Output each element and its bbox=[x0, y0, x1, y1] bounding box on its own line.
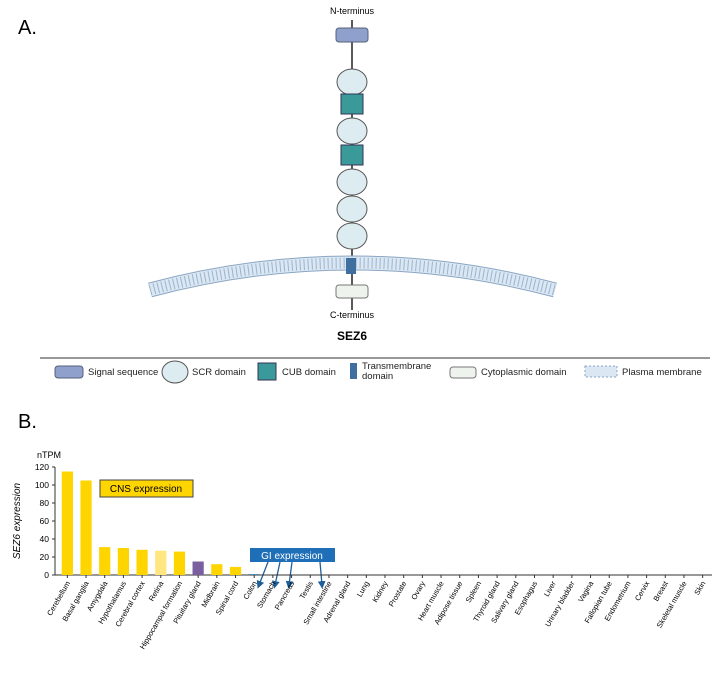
x-tick-label: Liver bbox=[542, 579, 558, 598]
panel-label: A. bbox=[18, 17, 37, 39]
arrow bbox=[256, 561, 269, 589]
cub-domain bbox=[340, 144, 364, 166]
bar bbox=[136, 549, 148, 575]
annotation: GI expression bbox=[261, 551, 323, 562]
annotation-box bbox=[250, 548, 335, 562]
y-unit: nTPM bbox=[37, 450, 61, 460]
bar bbox=[248, 574, 260, 575]
legend-label: Cytoplasmic domain bbox=[481, 367, 567, 378]
x-tick-label: Vagina bbox=[576, 579, 596, 604]
bar bbox=[80, 480, 92, 575]
x-tick-label: Breast bbox=[651, 579, 670, 603]
transmembrane-domain bbox=[346, 258, 356, 274]
x-tick-label: Skin bbox=[692, 580, 707, 597]
legend-label: CUB domain bbox=[282, 367, 336, 378]
bar bbox=[117, 548, 130, 575]
bar bbox=[211, 564, 223, 575]
legend-label: Signal sequence bbox=[88, 367, 159, 378]
protein-name: SEZ6 bbox=[337, 329, 367, 343]
y-tick-label: 40 bbox=[40, 534, 50, 544]
panel-label: B. bbox=[18, 411, 37, 433]
y-tick-label: 0 bbox=[44, 570, 49, 580]
legend-swatch bbox=[54, 365, 84, 379]
legend-swatch bbox=[584, 365, 618, 378]
y-tick-label: 60 bbox=[40, 516, 50, 526]
scr-domain bbox=[336, 168, 368, 196]
bar bbox=[99, 547, 111, 575]
annotation-box bbox=[99, 479, 194, 498]
c-terminus: C-terminus bbox=[330, 310, 375, 320]
x-tick-label: Colon bbox=[241, 580, 259, 601]
y-tick-label: 80 bbox=[40, 498, 50, 508]
n-terminus: N-terminus bbox=[330, 6, 375, 16]
legend-swatch bbox=[449, 366, 477, 379]
cytoplasmic-domain bbox=[335, 284, 369, 299]
scr-domain bbox=[336, 222, 368, 250]
x-tick-label: Ovary bbox=[409, 579, 427, 601]
bar bbox=[173, 551, 186, 575]
x-tick-label: Retina bbox=[147, 579, 166, 603]
arrow bbox=[317, 561, 326, 589]
x-tick-label: Kidney bbox=[370, 579, 389, 604]
bar bbox=[229, 566, 242, 575]
legend-label: Transmembrane domain bbox=[362, 361, 432, 382]
legend-label: SCR domain bbox=[192, 367, 246, 378]
scr-domain bbox=[336, 117, 368, 145]
x-tick-label: Spleen bbox=[464, 580, 483, 605]
x-tick-label: Cervix bbox=[633, 579, 652, 602]
legend-swatch bbox=[161, 360, 189, 384]
annotation: CNS expression bbox=[110, 484, 182, 495]
legend-swatch bbox=[257, 362, 277, 381]
cub-domain bbox=[340, 93, 364, 115]
x-tick-label: Testis bbox=[298, 579, 316, 600]
arrow bbox=[272, 561, 281, 589]
scr-domain bbox=[336, 68, 368, 96]
x-tick-label: Prostate bbox=[387, 580, 409, 609]
y-tick-label: 20 bbox=[40, 552, 50, 562]
signal-sequence bbox=[335, 27, 369, 43]
y-axis-label: SEZ6 expression bbox=[12, 482, 23, 559]
y-tick-label: 120 bbox=[35, 462, 49, 472]
bar-chart: CNS expression GI expression nTPM SEZ6 e… bbox=[12, 450, 712, 651]
scr-domain bbox=[336, 195, 368, 223]
bar bbox=[61, 471, 73, 575]
y-tick-label: 100 bbox=[35, 480, 49, 490]
legend-swatch bbox=[350, 363, 357, 379]
x-tick-label: Lung bbox=[355, 580, 371, 599]
bar bbox=[155, 550, 167, 575]
legend-label: Plasma membrane bbox=[622, 367, 702, 378]
arrow bbox=[285, 561, 294, 589]
bar bbox=[192, 561, 204, 575]
